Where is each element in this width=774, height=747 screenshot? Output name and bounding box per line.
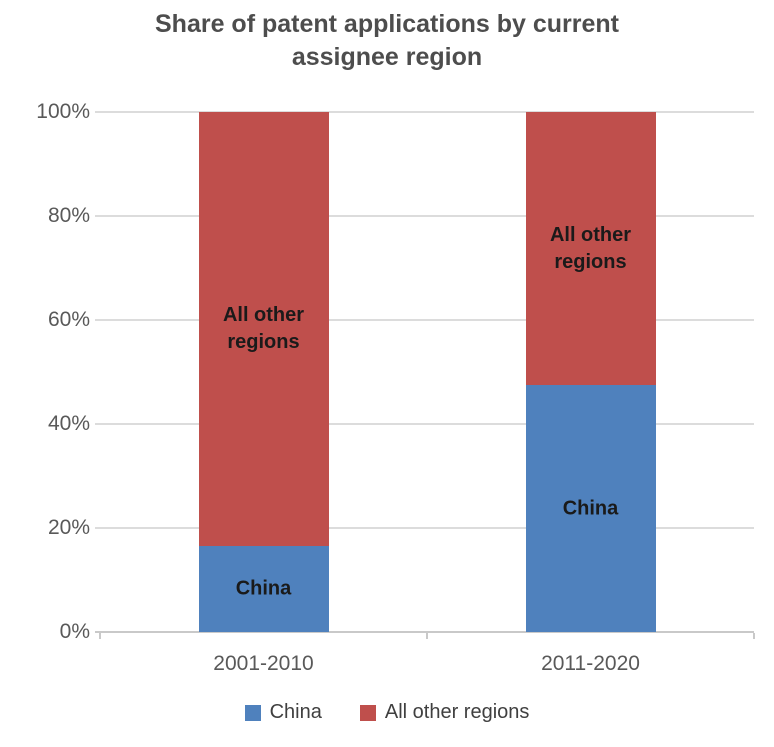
bar-segment-label: China xyxy=(235,577,292,600)
chart-title: Share of patent applications by current … xyxy=(155,10,619,71)
y-axis-tick-label: 0% xyxy=(59,620,90,643)
legend-swatch-china xyxy=(244,704,261,721)
x-axis-tick-mark xyxy=(753,633,755,639)
gridline-80 xyxy=(95,215,754,217)
gridline-60 xyxy=(95,319,754,321)
legend-item-all-other-regions: All other regions xyxy=(359,701,530,724)
gridline-100 xyxy=(95,111,754,113)
bar-segment-label: China xyxy=(562,497,619,519)
y-axis-tick-label: 20% xyxy=(47,516,90,539)
y-axis-tick-label: 80% xyxy=(47,204,90,227)
y-axis-tick-label: 100% xyxy=(36,100,90,123)
gridline-0 xyxy=(95,631,754,633)
x-axis-tick-mark xyxy=(99,633,101,639)
x-axis-tick-mark xyxy=(426,633,428,639)
legend-swatch-all-other-regions xyxy=(359,704,376,721)
gridline-20 xyxy=(95,527,754,529)
legend-label-china: China xyxy=(269,701,322,723)
bar-segment-china-2011-2020: China xyxy=(525,385,656,632)
x-axis-category-label: 2011-2020 xyxy=(541,652,640,675)
bar-segment-label: All other regions xyxy=(549,223,632,273)
y-axis-tick-label: 40% xyxy=(47,412,90,435)
legend: China All other regions xyxy=(0,701,774,724)
bar-segment-label: All other regions xyxy=(222,304,305,354)
legend-label-all-other-regions: All other regions xyxy=(384,701,530,723)
x-axis-category-label: 2001-2010 xyxy=(213,652,314,675)
legend-item-china: China xyxy=(244,701,322,724)
bar-segment-china-2001-2010: China xyxy=(198,546,329,632)
gridline-40 xyxy=(95,423,754,425)
bar-segment-all-other-regions-2011-2020: All other regions xyxy=(525,112,656,385)
bar-segment-all-other-regions-2001-2010: All other regions xyxy=(198,112,329,547)
y-axis-tick-label: 60% xyxy=(47,308,90,331)
